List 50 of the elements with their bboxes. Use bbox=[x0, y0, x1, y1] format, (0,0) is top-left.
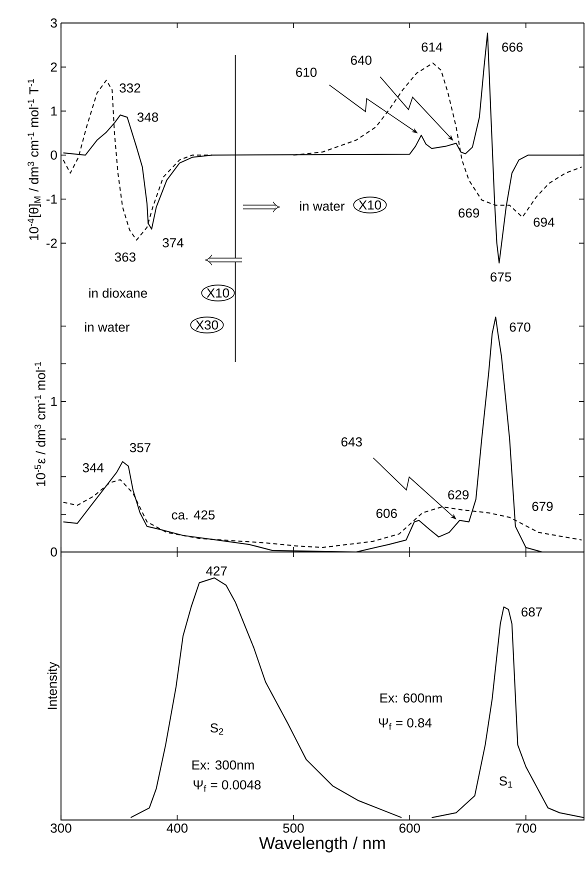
annotation: X10 bbox=[206, 288, 230, 298]
y-tick-label: 0 bbox=[50, 547, 57, 557]
annotation: 640 bbox=[350, 56, 372, 65]
annotation: 606 bbox=[376, 508, 397, 518]
y-tick-label: 0 bbox=[50, 150, 57, 160]
annotation: 614 bbox=[422, 42, 442, 52]
annotation: X10 bbox=[358, 200, 382, 210]
x-tick-label: 300 bbox=[50, 824, 72, 833]
annotation: in dioxane bbox=[89, 288, 148, 298]
annotation: 344 bbox=[82, 463, 104, 472]
annotation: 679 bbox=[532, 502, 553, 511]
annotation: in water bbox=[85, 322, 130, 332]
annotation: 374 bbox=[162, 238, 184, 248]
annotation: Ψ$_{f}$ = 0.84 bbox=[378, 718, 432, 730]
y-tick-label: 2 bbox=[50, 62, 57, 72]
y-tick-label: -2 bbox=[46, 238, 57, 248]
annotation: 610 bbox=[296, 68, 317, 77]
x-axis-title: Wavelength / nm bbox=[259, 836, 385, 852]
annotation: ca. 425 bbox=[172, 510, 215, 520]
annotation: Ex: 600nm bbox=[380, 693, 442, 703]
annotation: 348 bbox=[137, 112, 158, 122]
y-tick-label: 1 bbox=[51, 396, 57, 406]
annotation: S$_{2}$ bbox=[210, 723, 224, 735]
y-axis-title: Intensity bbox=[47, 662, 60, 709]
x-tick-label: 500 bbox=[283, 824, 304, 833]
annotation: 332 bbox=[120, 83, 140, 93]
x-tick-label: 600 bbox=[399, 824, 420, 833]
annotation: 670 bbox=[510, 322, 530, 332]
annotation: 629 bbox=[448, 490, 469, 500]
y-tick-label: 1 bbox=[51, 106, 57, 116]
y-tick-label: -1 bbox=[46, 194, 57, 204]
x-tick-label: 400 bbox=[166, 824, 188, 833]
annotation: 669 bbox=[458, 208, 480, 218]
annotation: 666 bbox=[502, 42, 523, 52]
text: 10$^{-4}$[θ]$_{M}$ / dm$^{3}$ cm$^{-1}$ mol$^{-1}$ T$^{-1}$ bbox=[28, 79, 42, 240]
annotation: 675 bbox=[490, 272, 512, 282]
annotation: S$_{1}$ bbox=[499, 776, 512, 788]
y-axis-title: 10$^{-5}$ε / dm$^{3}$ cm$^{-1}$ mol$^{-1}$ bbox=[34, 362, 46, 486]
annotation: Ψ$_{f}$ = 0.0048 bbox=[194, 780, 261, 792]
annotation: Ex: 300nm bbox=[192, 760, 254, 770]
annotation: 694 bbox=[534, 218, 554, 227]
annotation: 363 bbox=[114, 252, 136, 262]
annotation: 427 bbox=[206, 566, 227, 576]
annotation: 643 bbox=[341, 437, 362, 446]
annotation: X30 bbox=[196, 320, 218, 330]
x-tick-label: 700 bbox=[516, 824, 536, 833]
y-tick-label: 3 bbox=[50, 18, 57, 28]
annotation: in water bbox=[300, 201, 345, 211]
annotation: 687 bbox=[522, 607, 542, 617]
annotation: 357 bbox=[130, 443, 150, 452]
